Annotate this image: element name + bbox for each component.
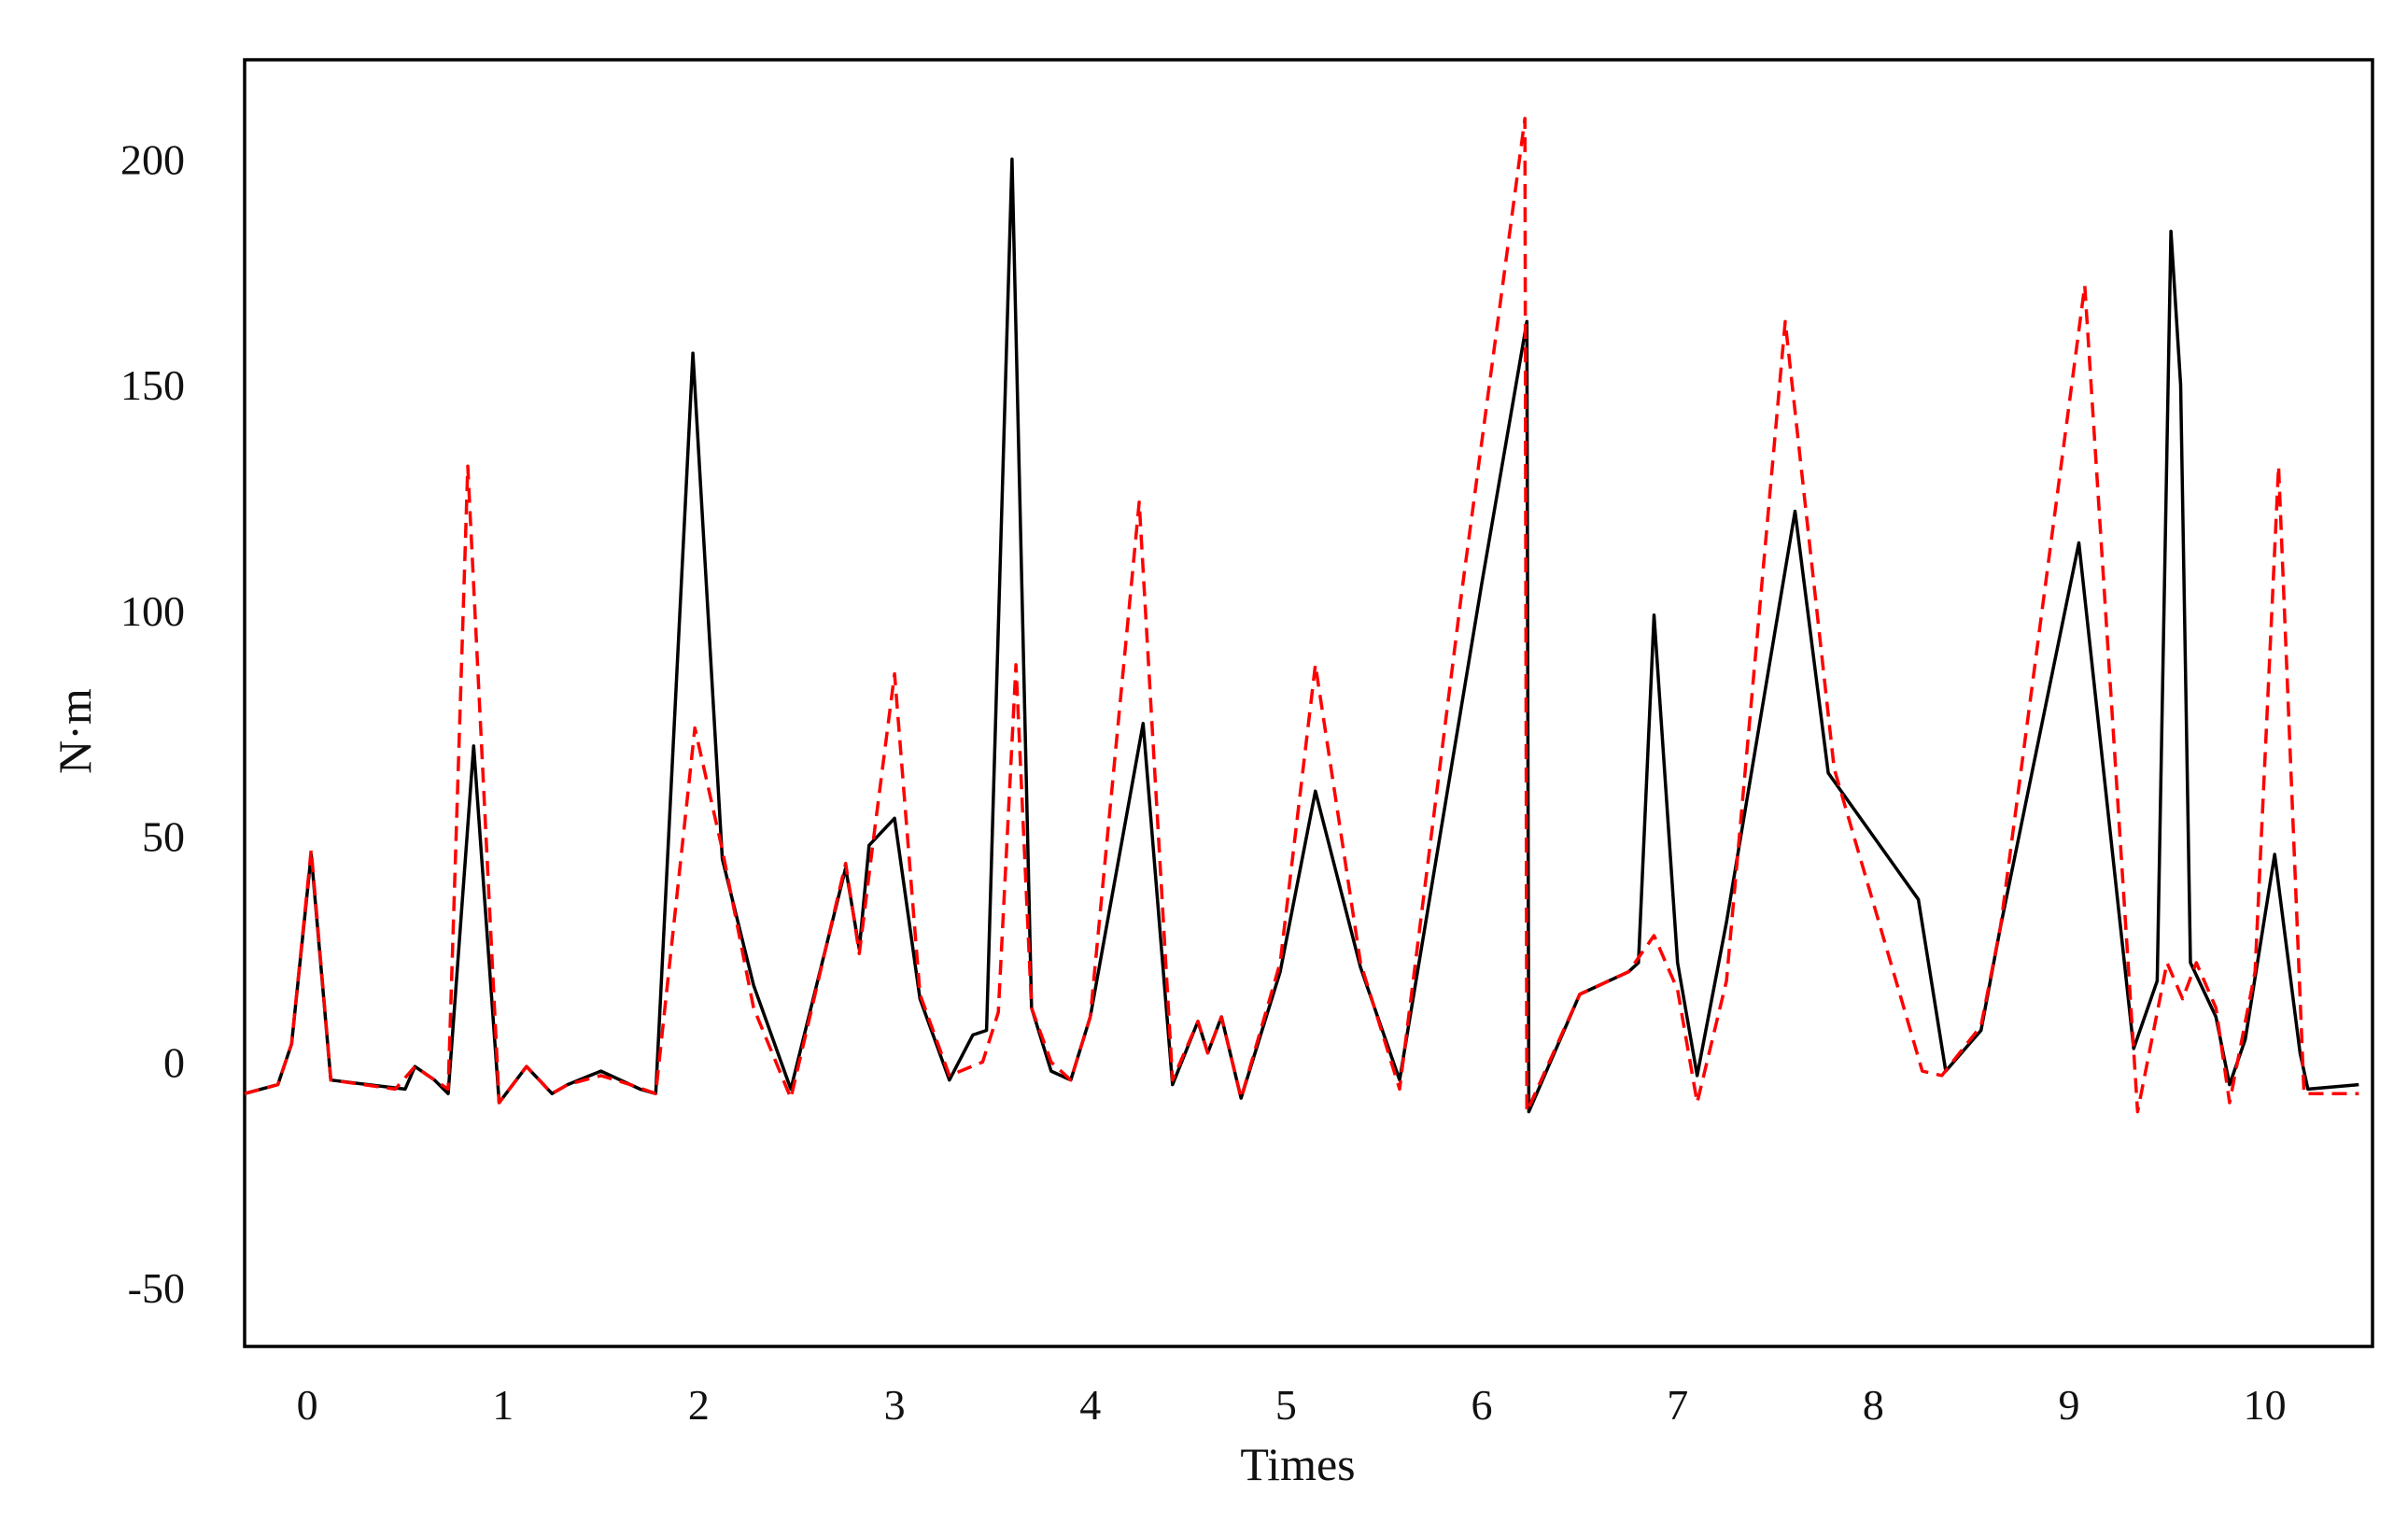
series-layer	[244, 117, 2359, 1114]
series-line-2	[244, 117, 2359, 1114]
y-tick-label: 200	[120, 135, 185, 183]
y-tick-label: 50	[142, 813, 185, 861]
x-tick-label: 9	[2059, 1381, 2080, 1429]
x-tick-labels: 0 1 2 3 4 5 6 7 8 9 10	[297, 1381, 2287, 1429]
y-tick-label: 100	[120, 587, 185, 635]
x-tick-label: 10	[2244, 1381, 2287, 1429]
plot-frame	[243, 58, 2374, 1348]
x-tick-label: 6	[1472, 1381, 1493, 1429]
x-tick-label: 3	[884, 1381, 906, 1429]
x-tick-label: 1	[492, 1381, 514, 1429]
series-line-1	[244, 157, 2359, 1114]
y-tick-label: -50	[128, 1264, 185, 1312]
y-tick-label: 0	[163, 1038, 185, 1086]
x-axis-title: Times	[1240, 1438, 1355, 1490]
y-tick-label: 150	[120, 361, 185, 409]
x-tick-label: 5	[1275, 1381, 1297, 1429]
x-tick-label: 2	[688, 1381, 710, 1429]
x-tick-label: 0	[297, 1381, 318, 1429]
x-tick-label: 4	[1079, 1381, 1101, 1429]
x-tick-label: 7	[1667, 1381, 1688, 1429]
y-axis-title: N·m	[49, 688, 101, 774]
x-tick-label: 8	[1863, 1381, 1884, 1429]
y-tick-labels: -50 0 50 100 150 200	[120, 135, 185, 1312]
